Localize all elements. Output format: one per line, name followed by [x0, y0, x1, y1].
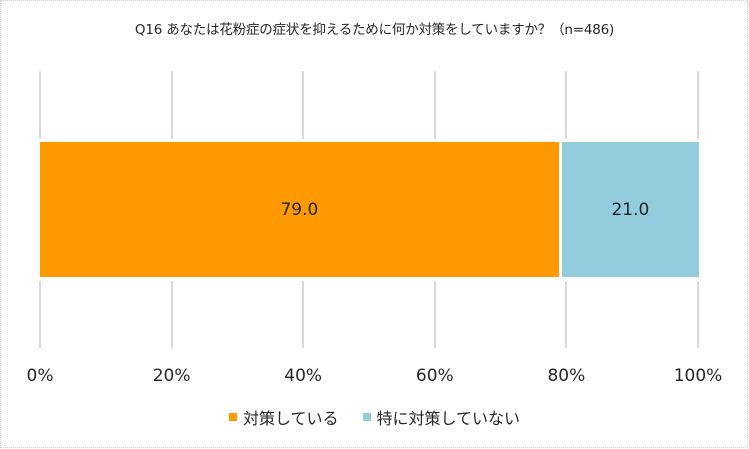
gridline: [170, 71, 173, 139]
gridline: [433, 281, 436, 348]
gridline: [697, 71, 699, 139]
x-tick-label: 20%: [152, 366, 191, 386]
x-tick-label: 80%: [547, 366, 586, 386]
legend-label: 対策している: [242, 409, 339, 428]
data-label: 79.0: [280, 199, 319, 220]
gridline: [302, 281, 305, 348]
x-tick-label: 100%: [673, 366, 723, 386]
gridline: [170, 281, 173, 348]
legend: 対策している 特に対策していない: [0, 405, 749, 429]
legend-item-no-taisaku: 特に対策していない: [362, 405, 521, 429]
bar-segment: 21.0: [561, 142, 699, 277]
legend-swatch-orange-icon: [228, 413, 237, 421]
gridline: [565, 281, 568, 348]
gridline: [697, 281, 699, 348]
gridline: [39, 281, 41, 348]
x-tick-label: 60%: [415, 366, 454, 386]
gridline: [565, 71, 568, 139]
bar-segment: 79.0: [40, 142, 559, 277]
legend-label: 特に対策していない: [376, 409, 521, 428]
gridline: [39, 71, 41, 139]
legend-swatch-blue-icon: [362, 413, 371, 421]
gridline: [302, 71, 305, 139]
data-label: 21.0: [611, 199, 650, 220]
legend-item-taisaku: 対策している: [228, 405, 339, 429]
gridline: [433, 71, 436, 139]
chart-title: Q16 あなたは花粉症の症状を抑えるために何か対策をしていますか？（n=486): [134, 22, 615, 38]
x-tick-label: 40%: [284, 366, 323, 386]
x-tick-label: 0%: [26, 366, 54, 386]
